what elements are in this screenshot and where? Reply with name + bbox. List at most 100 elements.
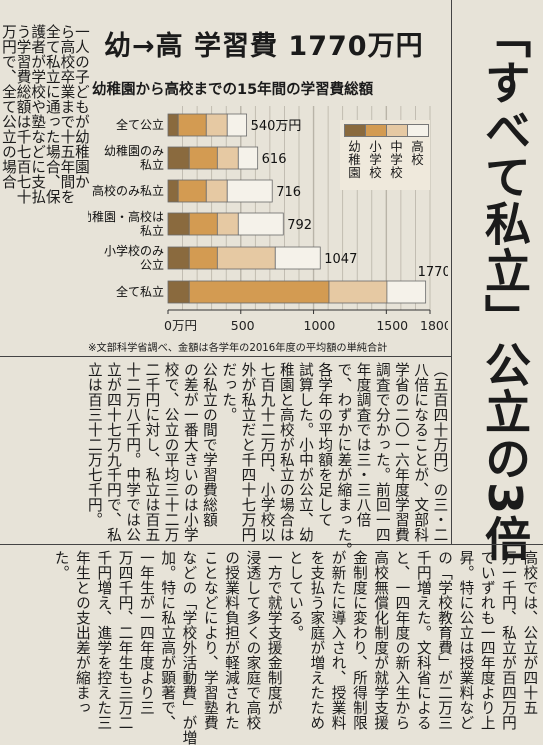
x-tick-label: 1500 [376,318,408,333]
text-column: 加。特に私立高が顕著で、 [159,550,177,730]
category-label: 全て私立 [116,284,164,299]
legend-label: 高校 [409,140,424,166]
text-column: 昇。特に公立は授業料など [457,550,475,730]
text-column: （五百四十万円）の三・二 [431,362,449,542]
x-tick-label: 500 [231,318,255,333]
headline-divider [451,0,452,544]
bar-segment [226,179,273,203]
bar-segment [167,212,190,236]
text-column: 万円で、全て公立の場合 [0,24,17,189]
text-column: と、一四年度の新入生から [393,550,411,730]
bar-segment [237,212,284,236]
text-column: 千円増えた。文科省による [414,550,432,730]
text-column: う学習費総額は千七百七十 [14,24,32,204]
text-column: 二千円に対し、私立は百五 [143,362,161,542]
bar-segment [226,113,247,137]
legend-label: 小学校 [367,140,382,179]
text-column: を支払う家庭が増えたため [308,550,326,730]
x-tick-label: 1800 [420,318,448,333]
bar-total-label: 1047 [324,252,357,267]
text-column: 試算した。小中が公立、幼 [296,362,314,542]
bar-total-label: 716 [276,185,301,200]
bar-segment [188,146,218,170]
text-column: 各学年の平均額を足して [316,362,334,527]
text-column: ら高校卒業まで十五年間を [58,24,76,204]
bar-segment [216,146,239,170]
text-column: 年生との支出差が縮まっ [73,550,91,715]
bar-segment [188,212,218,236]
bar-segment [188,246,218,270]
text-column: 八倍になることが、文部科 [412,362,430,542]
text-column: だった。 [220,362,238,422]
text-column: 高校無償化制度が就学支援 [372,550,390,730]
legend-swatch [386,124,408,137]
text-column: 千円増え、進学を控えた三 [95,550,113,730]
legend-label: 幼稚園 [346,140,361,179]
bar-total-label: 616 [262,152,287,167]
text-column: 万一千円、私立が百四万円 [499,550,517,730]
text-column: 一人の子どもが幼稚園か [72,24,90,189]
text-column: 学省の二〇一六年度学習費 [392,362,410,542]
legend-label: 中学校 [388,140,403,179]
chart-subtitle: 幼稚園から高校までの15年間の学習費総額 [92,82,374,98]
bar-segment [205,179,228,203]
legend-swatch [344,124,366,137]
x-tick-label: 0万円 [164,318,197,333]
text-column: 七百九十二万円、小学校以 [258,362,276,542]
headline: 「すべて私立」公立の3倍 [478,12,532,563]
chart-title: 幼→高 学習費 1770万円 [104,31,424,62]
text-column: でいずれも一四年度より上 [478,550,496,730]
bar-segment [167,113,179,137]
category-label: 全て公立 [116,117,164,132]
bar-total-label: 540万円 [251,119,302,134]
bar-segment [386,280,427,304]
text-column: で、わずかに差が縮まった。 [335,362,353,557]
category-label: 高校のみ私立 [92,183,164,198]
text-column: 金制度に変わり、所得制限 [350,550,368,730]
category-label: 幼稚園・高校は [88,209,164,224]
text-column: た。 [52,550,70,580]
legend-swatch [407,124,429,137]
bar-segment [216,212,239,236]
text-column: 外が私立だと千四十七万円 [239,362,257,542]
bar-segment [274,246,321,270]
text-column: 一年生が一四年度より三 [137,550,155,715]
text-column: 高校では、公立が四十五 [521,550,539,715]
bar-segment [188,280,330,304]
tier-divider-2 [0,544,543,545]
bar-segment [167,179,179,203]
text-column: 立は百三十二万七千円。 [85,362,103,527]
category-label: 小学校のみ [104,243,164,258]
bar-segment [177,179,207,203]
legend-swatch [365,124,387,137]
bar-segment [167,280,190,304]
text-column: 調査で分かった。前回一四 [373,362,391,542]
category-label: 幼稚園のみ [104,144,164,158]
category-label: 私立 [140,157,164,172]
text-column: ことなどにより、学習塾費 [201,550,219,730]
text-column: としている。 [286,550,304,640]
bar-segment [167,246,190,270]
category-label: 私立 [140,223,164,238]
text-column: 浸透して多くの家庭で高校 [244,550,262,730]
bar-segment [167,146,190,170]
text-column: 年度調査では三・三八倍 [354,362,372,527]
bar-total-label: 792 [287,218,312,233]
text-column: 校で、公立の平均三十二万 [162,362,180,542]
bar-segment [328,280,388,304]
text-column: などの「学校外活動費」が増 [180,550,198,745]
text-column: の「学校教育費」が二万三 [436,550,454,730]
text-column: 稚園と高校が私立の場合は [277,362,295,542]
text-column: 公私立の間で学習費総額 [200,362,218,527]
text-column: が新たに導入され、授業料 [329,550,347,730]
text-column: 立が四十七万九千円で、私 [104,362,122,542]
chart-source-note: ※文部科学省調べ、金額は各学年の2016年度の平均額の単純合計 [88,343,388,354]
text-column: 十二万八千円。中学では公 [124,362,142,542]
chart-legend: 幼稚園 小学校 中学校 高校 [340,120,430,190]
tier-divider-1 [0,356,451,357]
intro-text: 一人の子どもが幼稚園か ら高校卒業まで十五年間を 全て私立に通った場合、保 護者が学校… [0,24,90,354]
x-tick-label: 1000 [304,318,336,333]
bar-segment [205,113,228,137]
category-label: 公立 [140,257,164,272]
text-column: 護者が学校や塾などに支払 [29,24,47,204]
